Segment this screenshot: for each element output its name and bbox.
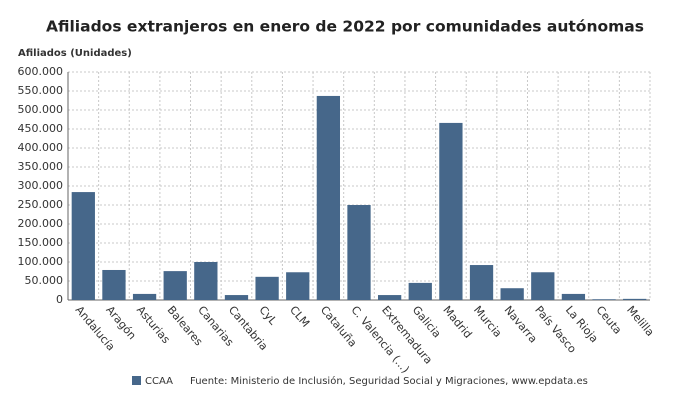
chart-title: Afiliados extranjeros en enero de 2022 p… [46,18,644,36]
y-tick-label: 0 [56,293,63,306]
y-tick-label: 250.000 [18,198,64,211]
x-tick-label: Ceuta [593,304,624,337]
bar [102,269,126,300]
bar [408,282,432,300]
bar [592,299,616,300]
x-tick-label: Murcia [471,304,504,340]
y-tick-label: 450.000 [18,122,64,135]
y-tick-label: 600.000 [18,65,64,78]
y-tick-label: 300.000 [18,179,64,192]
x-tick-label: CyL [257,304,281,329]
bar [561,293,586,300]
y-tick-label: 550.000 [18,84,64,97]
bar [347,205,371,300]
bar [71,192,95,300]
y-tick-label: 400.000 [18,141,64,154]
legend-swatch [132,376,141,385]
y-axis-label: Afiliados (Unidades) [18,48,132,59]
bar [163,271,187,300]
x-tick-label: Madrid [440,304,474,341]
bar [286,272,310,300]
bar [531,272,555,300]
y-tick-label: 500.000 [18,103,64,116]
y-tick-label: 200.000 [18,217,64,230]
bar [316,95,341,300]
bar [500,288,524,300]
bar [469,265,494,300]
bar [132,293,157,300]
bar [439,122,463,300]
y-tick-label: 100.000 [18,255,64,268]
y-tick-label: 50.000 [25,274,64,287]
y-tick-label: 150.000 [18,236,64,249]
legend-label: CCAA [145,376,173,387]
x-tick-label: CLM [287,304,312,330]
x-tick-label: Melilla [624,304,657,339]
source: Fuente: Ministerio de Inclusión, Segurid… [190,375,588,387]
bar [377,295,402,300]
bar [623,298,647,300]
bar [224,295,249,300]
bar [255,276,279,300]
y-tick-label: 350.000 [18,160,64,173]
bar [194,262,218,300]
